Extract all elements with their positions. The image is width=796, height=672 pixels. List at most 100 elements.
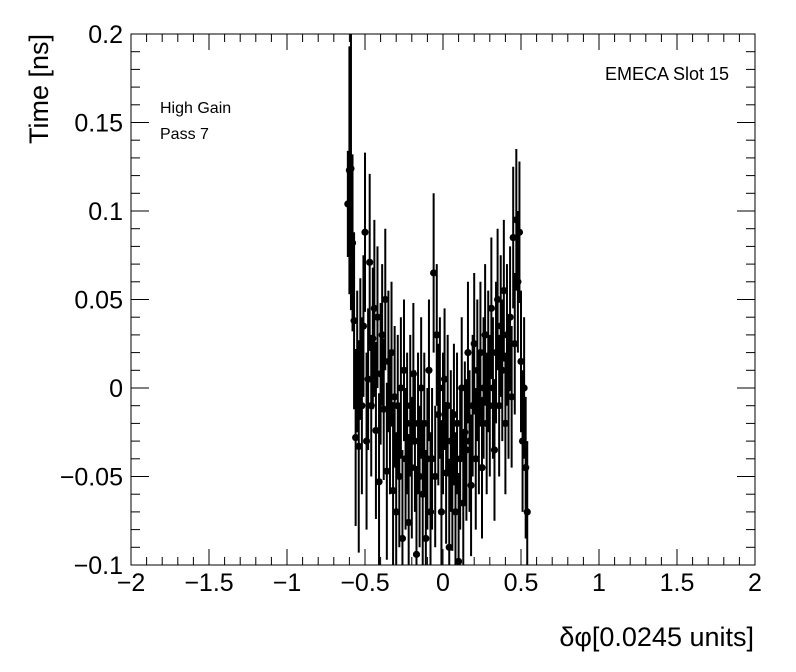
data-point — [403, 419, 411, 427]
data-point — [479, 384, 488, 392]
data-point — [448, 476, 456, 484]
x-tick-label: 1.5 — [660, 569, 695, 597]
data-point — [434, 410, 442, 419]
data-point — [358, 402, 366, 410]
data-point — [394, 402, 402, 410]
data-point — [458, 384, 466, 392]
data-point — [372, 426, 380, 435]
data-point — [419, 490, 427, 498]
data-point — [514, 278, 522, 286]
data-point — [359, 322, 368, 330]
data-point — [445, 543, 453, 551]
data-point — [484, 357, 492, 366]
x-tick-label: −1.5 — [184, 569, 233, 597]
data-point — [444, 402, 452, 410]
data-point — [520, 384, 528, 392]
data-point — [512, 216, 520, 224]
data-point — [522, 464, 530, 472]
data-point — [375, 478, 383, 486]
data-point — [428, 455, 436, 463]
data-point — [348, 239, 357, 247]
data-point — [391, 393, 399, 401]
data-point — [497, 322, 505, 330]
data-point — [489, 384, 497, 392]
data-point — [431, 472, 439, 481]
y-tick-label: 0.05 — [74, 287, 123, 315]
y-axis-title: Time [ns] — [24, 34, 54, 144]
data-point — [361, 228, 369, 236]
data-point — [511, 340, 519, 348]
data-point — [401, 455, 410, 463]
data-point — [430, 269, 438, 277]
data-point — [486, 402, 494, 410]
data-point — [450, 410, 458, 419]
data-point — [370, 304, 378, 312]
data-point — [409, 370, 417, 378]
data-point — [494, 295, 502, 304]
data-point — [464, 349, 472, 357]
data-point — [470, 340, 478, 348]
y-tick-label: 0.15 — [74, 110, 123, 138]
data-point — [380, 405, 388, 413]
data-point — [473, 366, 481, 374]
data-point — [405, 518, 413, 527]
data-point — [408, 464, 416, 472]
data-point — [523, 508, 531, 516]
x-axis-title: δφ[0.0245 units] — [559, 622, 754, 652]
data-point — [518, 437, 527, 445]
x-tick-label: −0.5 — [340, 569, 389, 597]
data-point — [350, 317, 358, 325]
data-point — [442, 469, 450, 477]
data-point — [467, 481, 475, 489]
data-point — [344, 200, 352, 208]
x-tick-label: −2 — [117, 569, 146, 597]
data-point — [352, 433, 360, 442]
data-point — [362, 437, 371, 445]
data-point — [503, 331, 511, 339]
data-point — [439, 419, 447, 427]
data-point — [472, 455, 480, 463]
data-point — [386, 419, 394, 427]
y-axis-tick-labels: −0.1 −0.05 0 0.05 0.1 0.15 0.2 — [60, 21, 123, 580]
data-point — [478, 464, 486, 472]
data-point — [412, 550, 421, 558]
data-point — [356, 345, 364, 353]
data-point — [420, 419, 428, 427]
data-point — [397, 384, 405, 392]
data-point — [433, 331, 441, 339]
data-point — [355, 442, 363, 451]
data-point — [366, 258, 374, 266]
gain-annotation: High Gain — [160, 100, 231, 117]
data-point — [476, 349, 485, 357]
data-point — [509, 233, 517, 242]
data-point — [400, 366, 408, 374]
data-point — [383, 467, 391, 475]
data-point — [465, 437, 474, 445]
data-point — [462, 446, 470, 454]
data-point — [364, 375, 372, 383]
data-point — [481, 331, 489, 339]
x-axis-ticks — [130, 34, 756, 565]
data-point — [459, 499, 467, 507]
data-point — [347, 164, 355, 173]
data-point — [515, 228, 524, 236]
data-point — [387, 349, 396, 357]
data-point — [500, 287, 508, 295]
data-point — [369, 334, 377, 343]
data-point — [475, 419, 483, 427]
x-tick-label: 0 — [436, 569, 450, 597]
x-axis-tick-labels: −2 −1.5 −1 −0.5 0 0.5 1 1.5 2 — [117, 569, 762, 597]
slot-annotation: EMECA Slot 15 — [605, 64, 729, 84]
data-point — [492, 349, 500, 357]
data-point — [378, 331, 386, 339]
data-point — [353, 357, 361, 366]
y-tick-label: 0.2 — [88, 21, 123, 49]
data-point — [506, 313, 514, 321]
data-point — [461, 428, 469, 436]
data-point — [422, 534, 430, 543]
data-point — [498, 366, 506, 374]
data-point — [416, 472, 424, 481]
x-tick-label: 2 — [748, 569, 762, 597]
data-point — [437, 508, 446, 516]
